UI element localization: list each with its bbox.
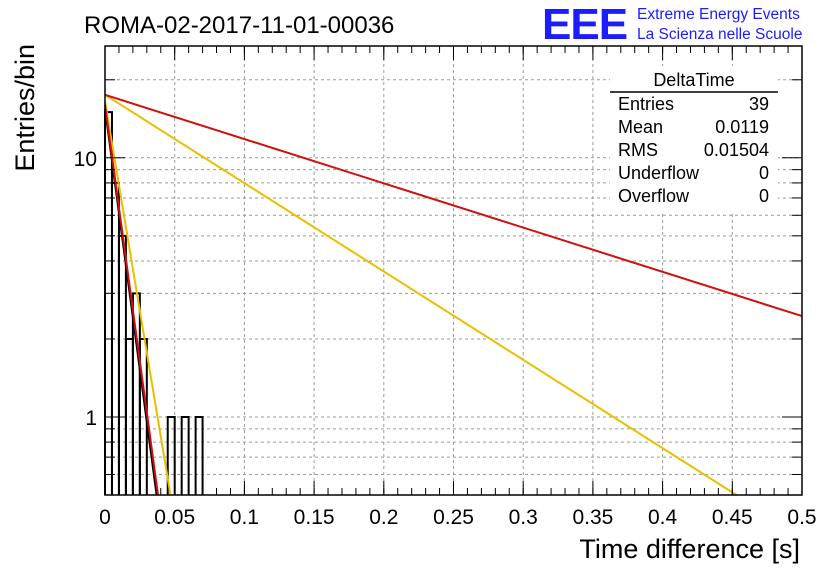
stats-value-rms: 0.01504 [704,140,769,160]
y-tick-label: 1 [85,407,97,430]
x-tick-label: 0.1 [230,506,259,529]
fit-line [104,101,172,496]
x-tick-label: 0.25 [433,506,474,529]
stats-value-underflow: 0 [759,163,769,183]
stats-label-rms: RMS [618,140,658,160]
stats-box: DeltaTime Entries 39 Mean 0.0119 RMS 0.0… [610,66,778,211]
x-tick-label: 0.4 [648,506,678,529]
stats-value-overflow: 0 [759,186,769,206]
stats-label-overflow: Overflow [618,186,690,206]
stats-value-entries: 39 [749,94,769,114]
x-tick-label: 0.35 [572,506,613,529]
stats-value-mean: 0.0119 [715,117,769,137]
y-axis-title: Entries/bin [10,44,40,172]
eee-logo-mark: EEE [542,0,627,49]
grid-lines [105,46,802,495]
eee-logo-line2: La Scienza nelle Scuole [637,26,802,43]
x-tick-label: 0.3 [509,506,538,529]
plot-frame [104,45,803,496]
axes [104,45,803,496]
y-tick-label: 10 [74,148,97,171]
histogram-bin [117,234,127,495]
eee-logo: EEE Extreme Energy Events La Scienza nel… [542,0,802,49]
stats-title: DeltaTime [653,70,734,90]
x-tick-label: 0.2 [369,506,398,529]
histogram-bin [180,415,190,495]
x-tick-label: 0 [99,506,111,529]
stats-label-underflow: Underflow [618,163,700,183]
x-tick-label: 0.45 [712,506,753,529]
stats-label-mean: Mean [618,117,663,137]
histogram-bin [166,415,176,495]
y-tick-labels: 1 10 [74,148,97,430]
stats-box-background [610,66,778,211]
fit-line [104,93,803,318]
x-tick-labels: 0 0.05 0.1 0.15 0.2 0.25 0.3 0.35 0.4 0.45 0.5 [99,506,816,529]
x-tick-label: 0.15 [294,506,335,529]
x-axis-title: Time difference [s] [579,534,800,564]
eee-logo-line1: Extreme Energy Events [637,6,800,23]
histogram-bin [194,415,204,495]
chart-title: ROMA-02-2017-11-01-00036 [84,12,394,39]
x-tick-label: 0.05 [154,506,195,529]
fit-line [104,93,738,496]
x-tick-label: 0.5 [787,506,816,529]
stats-label-entries: Entries [618,94,674,114]
